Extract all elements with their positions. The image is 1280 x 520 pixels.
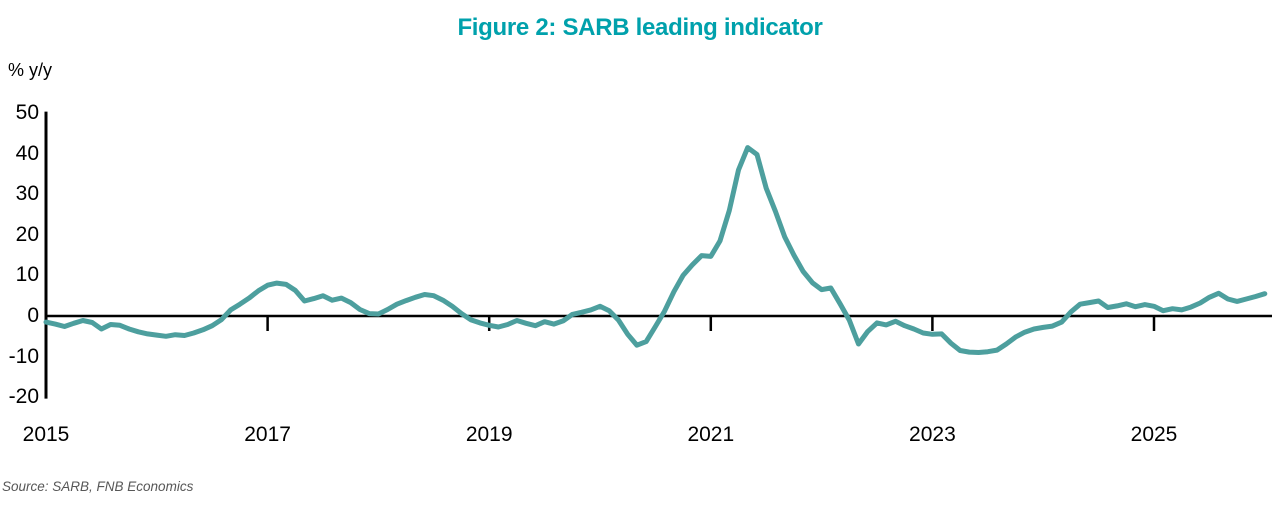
y-axis-tick-label: 10 <box>15 263 39 287</box>
y-axis-tick-label: 50 <box>15 101 39 125</box>
y-axis-tick-label: 30 <box>15 182 39 206</box>
x-axis-year-label: 2017 <box>244 423 291 446</box>
x-axis-year-label: 2023 <box>909 423 956 446</box>
x-axis-year-label: 2025 <box>1130 423 1178 446</box>
x-axis-year-label: 2015 <box>22 423 70 446</box>
page-title: Figure 2: SARB leading indicator <box>457 14 823 41</box>
leading-indicator-line <box>43 145 1268 355</box>
y-axis-tick-label: 0 <box>27 304 39 327</box>
y-axis-unit-label: % y/y <box>8 60 53 80</box>
y-axis-tick-label: 40 <box>15 141 39 165</box>
y-axis-tick-label: -10 <box>8 344 39 368</box>
x-axis-year-label: 2019 <box>465 423 513 446</box>
source-note: Source: SARB, FNB Economics <box>2 479 194 494</box>
y-axis-tick-label: -20 <box>8 385 39 409</box>
y-axis-tick-label: 20 <box>15 222 39 246</box>
x-axis-year-label: 2021 <box>687 423 735 446</box>
